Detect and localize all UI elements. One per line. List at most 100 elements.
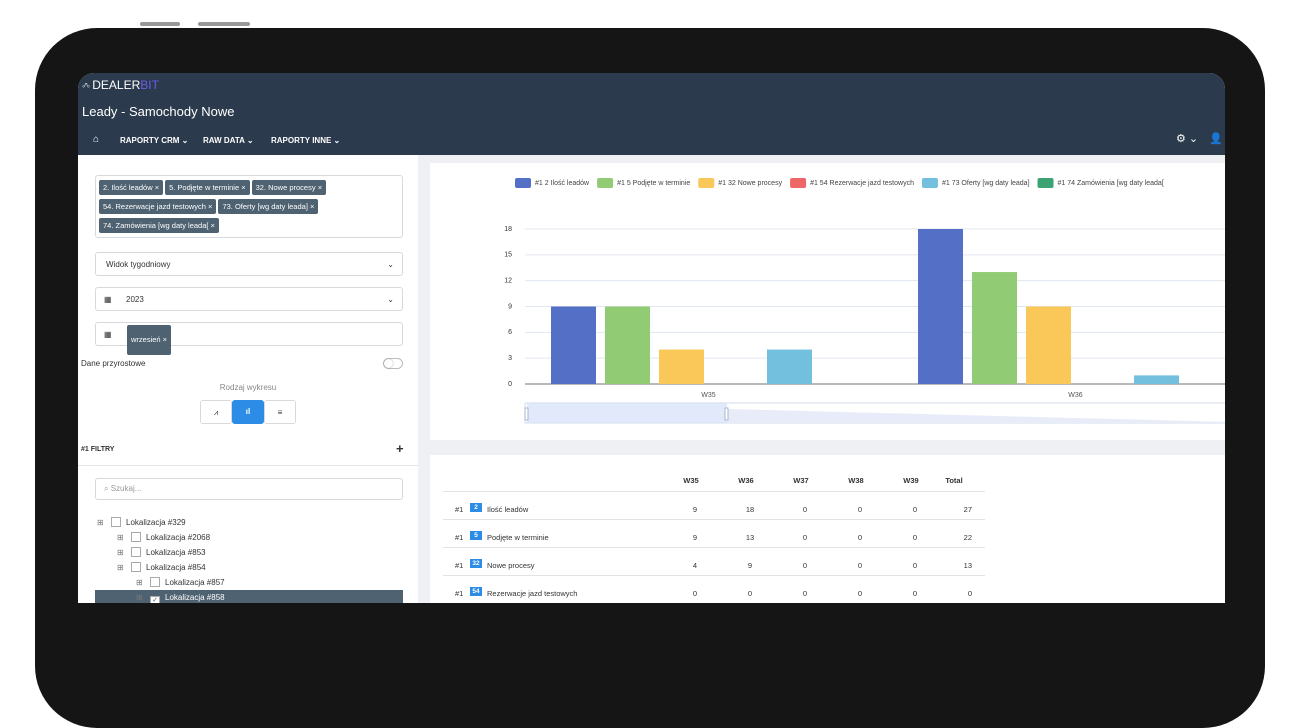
filter-tag[interactable]: 54. Rezerwacje jazd testowych × [99, 199, 217, 214]
cell: 9 [747, 561, 753, 570]
cell: 0 [857, 505, 863, 514]
tree-item[interactable]: ⊞ ✓ Lokalizacja #858 [95, 590, 403, 603]
tree-expander: ⊞ [117, 563, 124, 572]
screen: ◦ᐢ◦ DEALERBIT Leady - Samochody Nowe ⌂ ⚙… [78, 73, 1225, 603]
zoom-handle[interactable] [724, 407, 729, 421]
month-select[interactable]: ▦ wrzesień × [95, 322, 403, 355]
toggle[interactable] [383, 358, 403, 369]
bar [551, 306, 596, 384]
tree-label: Lokalizacja #853 [146, 548, 206, 557]
select-text: 2023 [126, 295, 144, 304]
checkbox[interactable] [111, 517, 121, 527]
tree-item[interactable]: ⊞ Lokalizacja #853 [78, 545, 408, 560]
row-line [443, 547, 985, 548]
bar [918, 229, 963, 384]
column-header: W37 [793, 476, 809, 485]
zoom-preview [727, 409, 1225, 422]
checkbox[interactable] [131, 532, 141, 542]
cell: 0 [802, 589, 808, 598]
bar [972, 272, 1017, 384]
cell: 0 [802, 533, 808, 542]
search-input[interactable]: ⌕ Szukaj... [95, 478, 403, 500]
legend-label: #1 74 Zamówienia [wg daty leada[ [1058, 180, 1164, 187]
logo: ◦ᐢ◦ DEALERBIT [82, 78, 159, 92]
cell: 9 [692, 533, 698, 542]
y-tick-label: 9 [508, 303, 512, 310]
checkbox[interactable] [150, 577, 160, 587]
tag-box[interactable]: 2. Ilość leadów × 5. Podjęte w terminie ×… [95, 175, 403, 238]
filters-title: #1 FILTRY [81, 446, 115, 453]
legend-swatch [1037, 178, 1054, 188]
tree-label: Lokalizacja #329 [126, 518, 186, 527]
bar [1026, 306, 1071, 384]
checkbox[interactable] [131, 547, 141, 557]
row-label: Podjęte w terminie [487, 533, 549, 542]
logo-main: DEALER [92, 78, 141, 92]
nav-label: RAW DATA [203, 136, 245, 145]
y-tick-label: 3 [508, 355, 512, 362]
bar [1134, 375, 1179, 384]
cell: 0 [912, 561, 918, 570]
row-prefix: #1 [455, 505, 464, 514]
filter-tag[interactable]: 2. Ilość leadów × [99, 180, 164, 195]
y-tick-label: 0 [508, 381, 512, 388]
checkbox[interactable] [131, 562, 141, 572]
cell: 0 [802, 561, 808, 570]
add-filter[interactable]: + [396, 441, 404, 456]
bar [767, 349, 812, 384]
nav-item[interactable]: RAPORTY CRM ⌄ [120, 136, 189, 145]
row-badge: 54 [470, 587, 482, 596]
filter-tag[interactable]: 5. Podjęte w terminie × [165, 180, 250, 195]
legend-label: #1 73 Oferty [wg daty leada] [942, 180, 1030, 187]
legend-label: #1 32 Nowe procesy [718, 180, 782, 187]
cell: 0 [857, 561, 863, 570]
tablet-button [140, 22, 180, 26]
nav-item[interactable]: RAPORTY INNE ⌄ [271, 136, 341, 145]
cell: 13 [963, 561, 972, 570]
tree-item[interactable]: ⊞ Lokalizacja #2068 [78, 530, 408, 545]
checkbox[interactable]: ✓ [150, 596, 160, 603]
cell: 0 [857, 533, 863, 542]
sidebar: 2. Ilość leadów × 5. Podjęte w terminie ×… [78, 155, 418, 603]
home-icon[interactable]: ⌂ [93, 134, 100, 145]
column-header: Total [945, 476, 963, 485]
chart: #1 2 Ilość leadów #1 5 Podjęte w terminie… [504, 178, 1225, 424]
filter-tag[interactable]: 74. Zamówienia [wg daty leada[ × [99, 218, 219, 233]
page: ◦ᐢ◦ DEALERBIT Leady - Samochody Nowe ⌂ ⚙… [35, 22, 1265, 728]
zoom-window[interactable] [527, 403, 727, 423]
year-select[interactable]: ▦ 2023 ⌄ [95, 287, 403, 311]
tree-label: Lokalizacja #2068 [146, 533, 211, 542]
bar [659, 349, 704, 384]
cell: 0 [912, 533, 918, 542]
tree-item[interactable]: ⊞ Lokalizacja #854 [78, 560, 408, 575]
tree-item[interactable]: ⊞ Lokalizacja #857 [78, 575, 408, 590]
filter-tag[interactable]: 32. Nowe procesy × [251, 180, 327, 195]
cell: 0 [912, 589, 918, 598]
row-line [443, 519, 985, 520]
row-label: Rezerwacje jazd testowych [487, 589, 578, 598]
chart-type-label: Rodzaj wykresu [219, 383, 277, 392]
nav-item[interactable]: RAW DATA ⌄ [203, 136, 254, 145]
row-line [443, 491, 985, 492]
line-chart-button[interactable]: ⩘ [200, 400, 232, 424]
view-select[interactable]: Widok tygodniowy ⌄ [95, 252, 403, 276]
row-badge: 2 [470, 503, 482, 512]
legend-swatch [515, 178, 531, 188]
user-icon[interactable]: 👤 [1209, 133, 1223, 145]
cell: 22 [963, 533, 972, 542]
hbar-chart-button[interactable]: ≡ [264, 400, 296, 424]
legend-swatch [597, 178, 614, 188]
row-prefix: #1 [455, 533, 464, 542]
tree-item[interactable]: ⊞ Lokalizacja #329 [78, 515, 408, 530]
chart-panel: #1 2 Ilość leadów #1 5 Podjęte w terminie… [430, 163, 1225, 440]
tablet-button [198, 22, 250, 26]
legend-label: #1 54 Rezerwacje jazd testowych [810, 180, 914, 187]
cell: 13 [745, 533, 755, 542]
settings-icon[interactable]: ⚙ ⌄ [1176, 133, 1199, 145]
cell: 4 [692, 561, 698, 570]
filter-tag[interactable]: 73. Oferty [wg daty leada] × [218, 199, 319, 214]
bar-chart-button[interactable]: ıl [232, 400, 264, 424]
month-tag[interactable]: wrzesień × [127, 325, 172, 355]
tree-label: Lokalizacja #857 [165, 578, 225, 587]
zoom-handle[interactable] [524, 407, 529, 421]
